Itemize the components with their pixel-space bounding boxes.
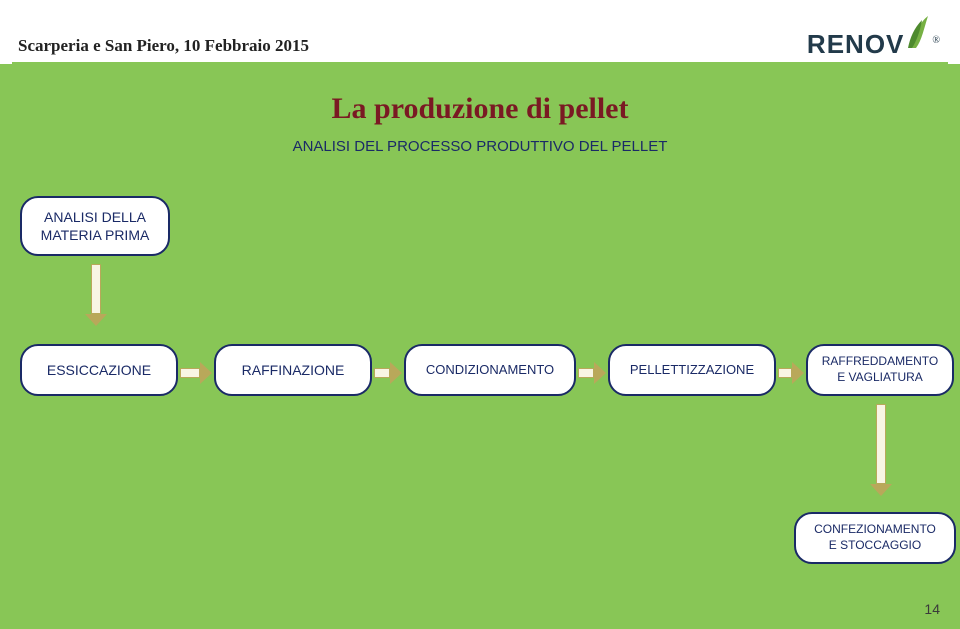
logo-registered: ®: [932, 35, 940, 46]
arrow-right-icon: [578, 362, 606, 384]
node-condizionamento: CONDIZIONAMENTO: [404, 344, 576, 396]
logo-text: RENOV: [807, 29, 904, 60]
node-raffinazione: RAFFINAZIONE: [214, 344, 372, 396]
node-analisi-materia-prima: ANALISI DELLAMATERIA PRIMA: [20, 196, 170, 256]
leaf-icon: [906, 14, 930, 50]
arrow-down-icon: [870, 404, 892, 496]
node-essiccazione: ESSICCAZIONE: [20, 344, 178, 396]
slide-content: La produzione di pellet ANALISI DEL PROC…: [0, 64, 960, 629]
header-location-date: Scarperia e San Piero, 10 Febbraio 2015: [18, 36, 309, 62]
arrow-right-icon: [778, 362, 804, 384]
page-number: 14: [924, 601, 940, 617]
node-confezionamento-stoccaggio: CONFEZIONAMENTOE STOCCAGGIO: [794, 512, 956, 564]
arrow-right-icon: [374, 362, 402, 384]
node-pellettizzazione: PELLETTIZZAZIONE: [608, 344, 776, 396]
node-raffreddamento-vagliatura: RAFFREDDAMENTOE VAGLIATURA: [806, 344, 954, 396]
renovo-logo: RENOV ®: [807, 24, 940, 62]
slide-subtitle: ANALISI DEL PROCESSO PRODUTTIVO DEL PELL…: [0, 138, 960, 155]
arrow-right-icon: [180, 362, 212, 384]
slide-header: Scarperia e San Piero, 10 Febbraio 2015 …: [0, 0, 960, 62]
arrow-down-icon: [85, 264, 107, 326]
slide-title: La produzione di pellet: [0, 92, 960, 126]
